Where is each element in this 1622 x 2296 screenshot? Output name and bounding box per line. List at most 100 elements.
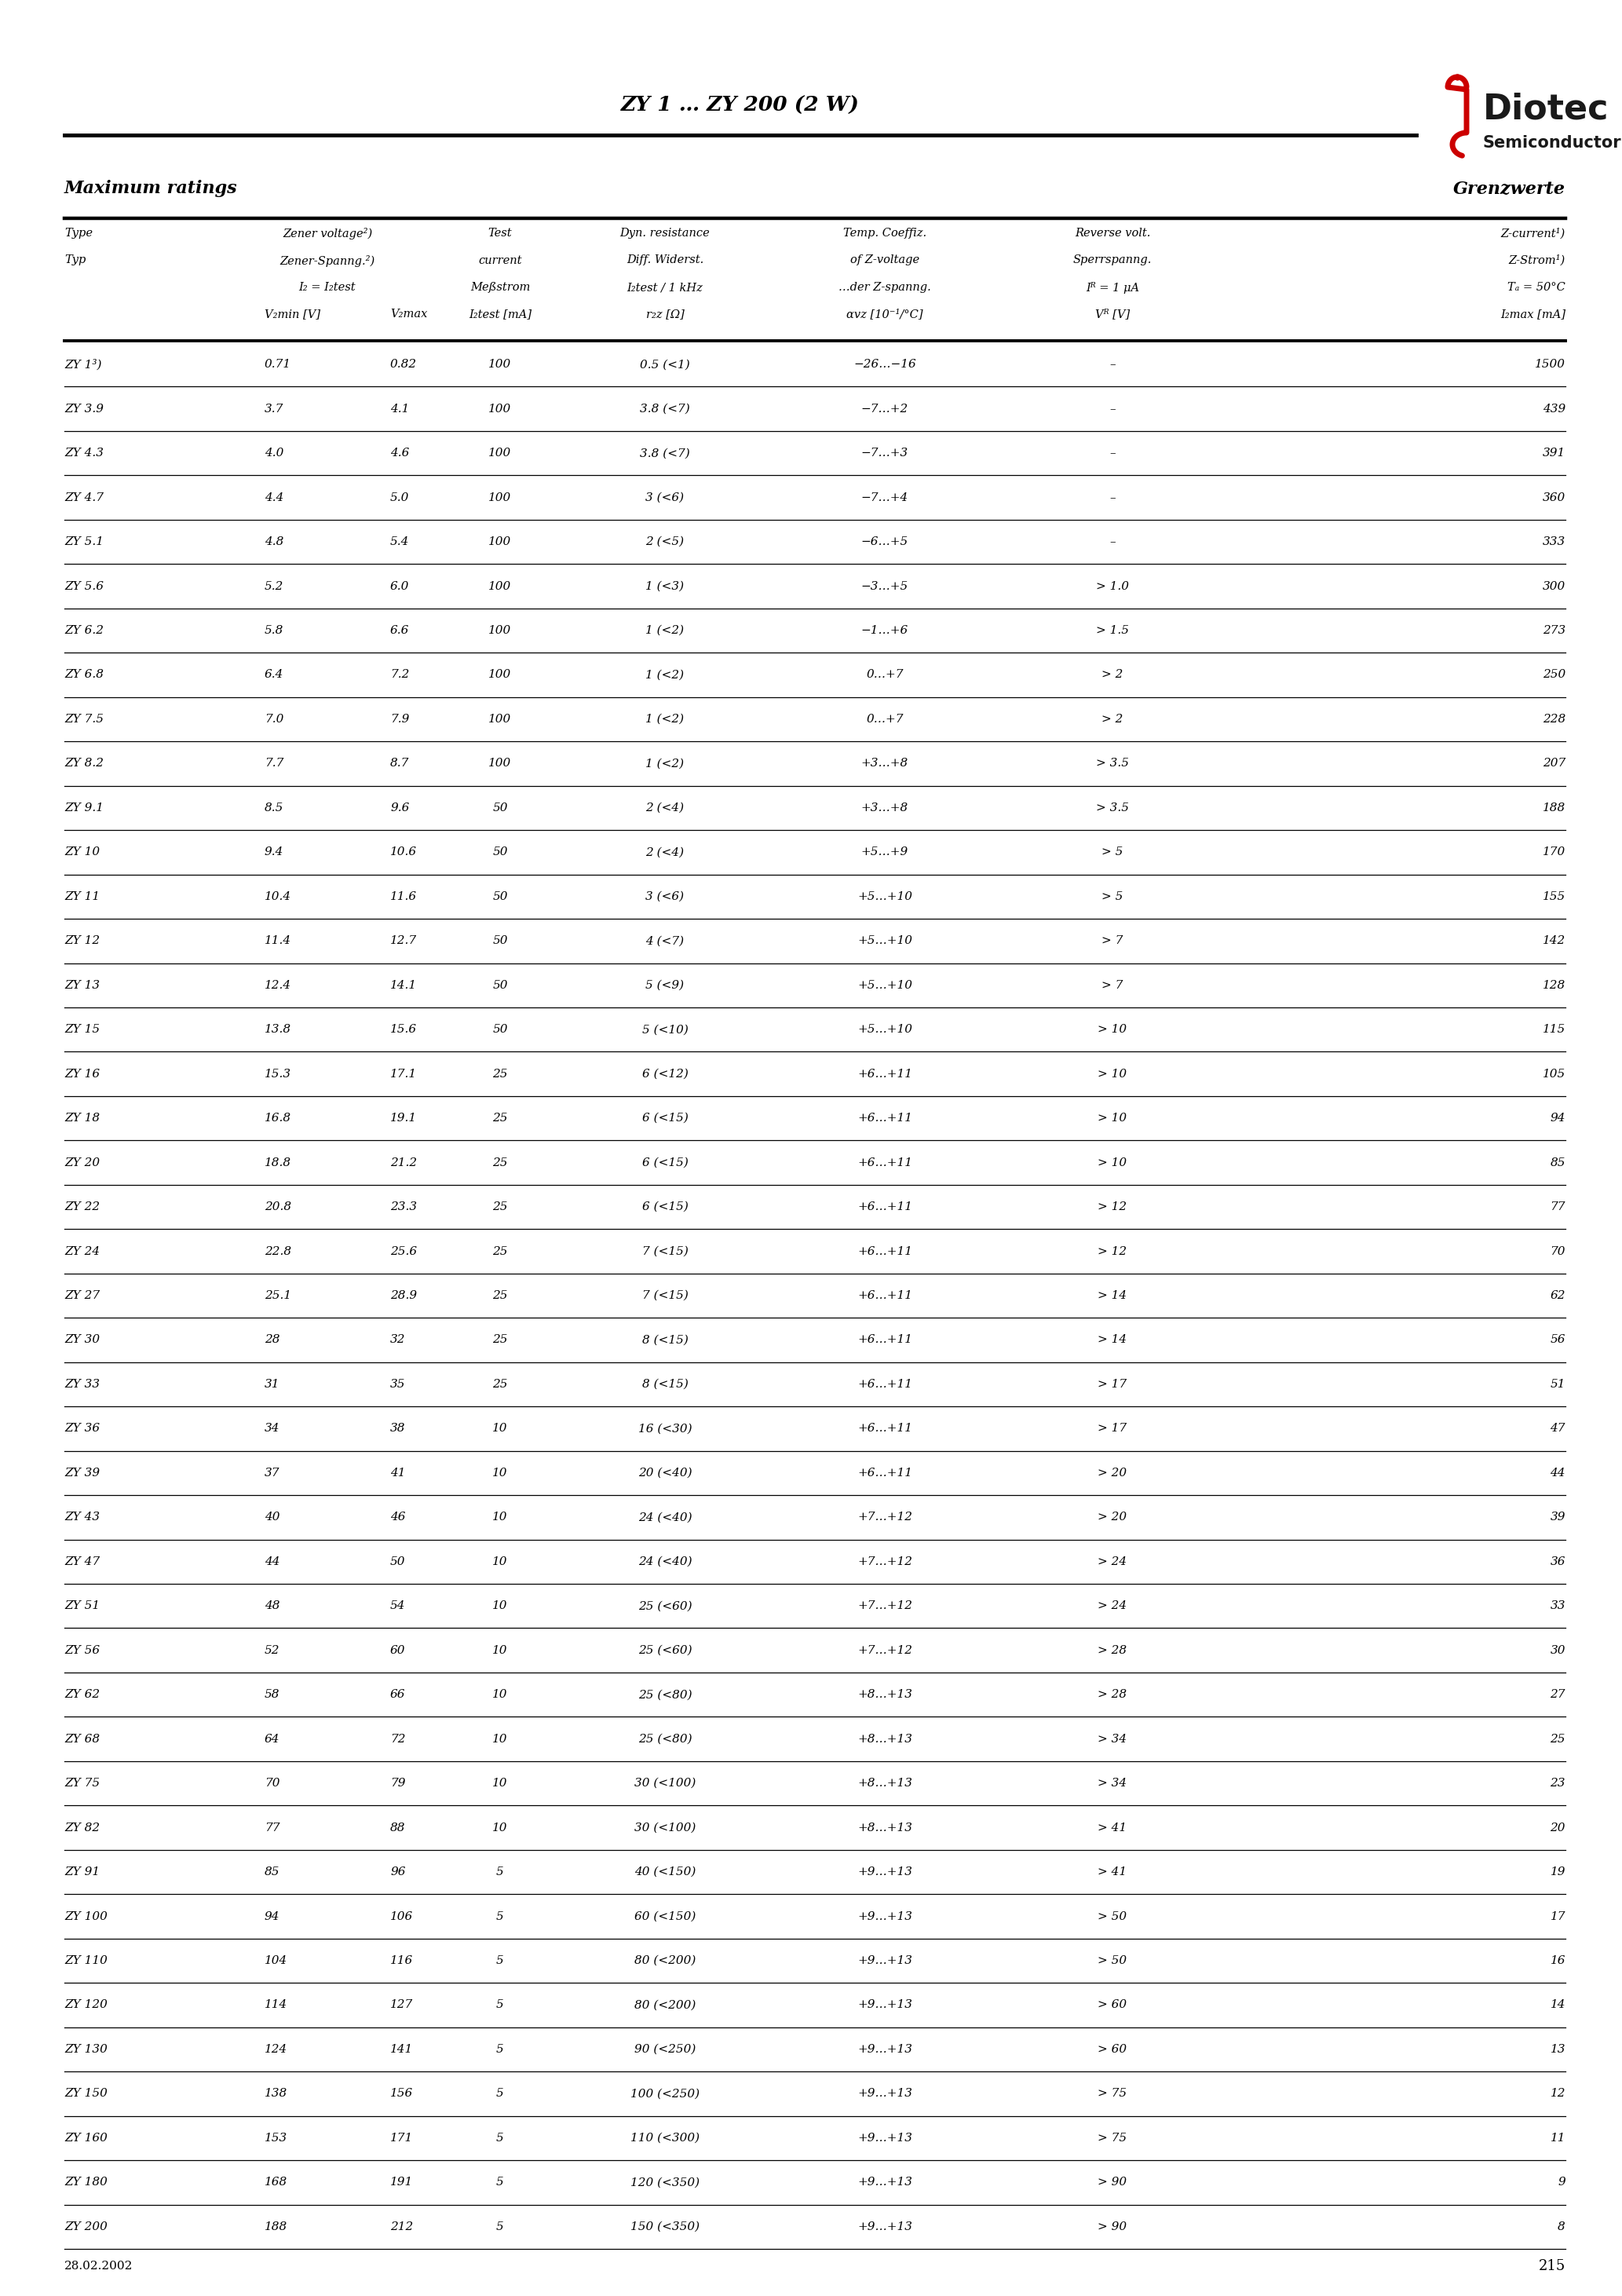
Text: 20.8: 20.8 xyxy=(264,1201,292,1212)
Text: ZY 22: ZY 22 xyxy=(65,1201,101,1212)
Text: 17: 17 xyxy=(1551,1910,1565,1922)
Text: 0.82: 0.82 xyxy=(391,358,417,370)
Text: 46: 46 xyxy=(391,1511,406,1522)
Text: 54: 54 xyxy=(391,1600,406,1612)
Text: 5: 5 xyxy=(496,2087,504,2099)
Text: 80 (<200): 80 (<200) xyxy=(634,1956,696,1965)
Text: 153: 153 xyxy=(264,2133,287,2144)
Text: 2 (<4): 2 (<4) xyxy=(646,801,684,813)
Text: 10: 10 xyxy=(493,1600,508,1612)
Text: 25: 25 xyxy=(493,1290,508,1302)
Text: > 20: > 20 xyxy=(1098,1511,1127,1522)
Text: 33: 33 xyxy=(1551,1600,1565,1612)
Text: Grenzwerte: Grenzwerte xyxy=(1453,179,1565,197)
Text: 300: 300 xyxy=(1543,581,1565,592)
Text: 1 (<3): 1 (<3) xyxy=(646,581,684,592)
Text: ZY 200: ZY 200 xyxy=(65,2220,107,2232)
Text: 115: 115 xyxy=(1543,1024,1565,1035)
Text: 30 (<100): 30 (<100) xyxy=(634,1823,696,1832)
Text: > 10: > 10 xyxy=(1098,1114,1127,1123)
Text: 40 (<150): 40 (<150) xyxy=(634,1867,696,1878)
Text: 170: 170 xyxy=(1543,847,1565,859)
Text: 116: 116 xyxy=(391,1956,414,1965)
Text: 60 (<150): 60 (<150) xyxy=(634,1910,696,1922)
Text: ZY 9.1: ZY 9.1 xyxy=(65,801,104,813)
Text: 8: 8 xyxy=(1557,2220,1565,2232)
Text: 21.2: 21.2 xyxy=(391,1157,417,1169)
Text: ZY 5.1: ZY 5.1 xyxy=(65,537,104,546)
Text: ZY 8.2: ZY 8.2 xyxy=(65,758,104,769)
Text: 44: 44 xyxy=(1551,1467,1565,1479)
Text: 25: 25 xyxy=(493,1157,508,1169)
Text: 38: 38 xyxy=(391,1424,406,1435)
Text: 31: 31 xyxy=(264,1380,281,1389)
Text: 16: 16 xyxy=(1551,1956,1565,1965)
Text: 110 (<300): 110 (<300) xyxy=(631,2133,699,2144)
Text: 3 (<6): 3 (<6) xyxy=(646,491,684,503)
Text: Z-current¹): Z-current¹) xyxy=(1500,227,1565,239)
Text: +5…+10: +5…+10 xyxy=(858,891,912,902)
Text: 96: 96 xyxy=(391,1867,406,1878)
Text: 52: 52 xyxy=(264,1644,281,1655)
Text: 6 (<15): 6 (<15) xyxy=(642,1201,688,1212)
Text: ZY 4.3: ZY 4.3 xyxy=(65,448,104,459)
Text: +6…+11: +6…+11 xyxy=(858,1380,912,1389)
Text: ZY 3.9: ZY 3.9 xyxy=(65,404,104,413)
Text: 273: 273 xyxy=(1543,625,1565,636)
Text: > 50: > 50 xyxy=(1098,1910,1127,1922)
Text: +9…+13: +9…+13 xyxy=(858,2220,912,2232)
Text: 5: 5 xyxy=(496,2043,504,2055)
Text: 8.5: 8.5 xyxy=(264,801,284,813)
Text: 25 (<60): 25 (<60) xyxy=(637,1600,693,1612)
Text: –: – xyxy=(1109,448,1116,459)
Text: 156: 156 xyxy=(391,2087,414,2099)
Text: 5 (<10): 5 (<10) xyxy=(642,1024,688,1035)
Text: −6…+5: −6…+5 xyxy=(861,537,908,546)
Text: ZY 6.8: ZY 6.8 xyxy=(65,670,104,680)
Text: 10: 10 xyxy=(493,1424,508,1435)
Text: 10.4: 10.4 xyxy=(264,891,292,902)
Text: 4.8: 4.8 xyxy=(264,537,284,546)
Text: ZY 36: ZY 36 xyxy=(65,1424,101,1435)
Text: ZY 6.2: ZY 6.2 xyxy=(65,625,104,636)
Text: 94: 94 xyxy=(1551,1114,1565,1123)
Text: of Z-voltage: of Z-voltage xyxy=(850,255,920,266)
Text: 207: 207 xyxy=(1543,758,1565,769)
Text: 150 (<350): 150 (<350) xyxy=(631,2220,699,2232)
Text: Maximum ratings: Maximum ratings xyxy=(65,179,237,197)
Text: +9…+13: +9…+13 xyxy=(858,2000,912,2011)
Text: 12.4: 12.4 xyxy=(264,980,292,992)
Text: 20 (<40): 20 (<40) xyxy=(637,1467,693,1479)
Text: +5…+10: +5…+10 xyxy=(858,1024,912,1035)
Text: 50: 50 xyxy=(493,934,508,946)
Text: 60: 60 xyxy=(391,1644,406,1655)
Text: +6…+11: +6…+11 xyxy=(858,1114,912,1123)
Text: ZY 1³): ZY 1³) xyxy=(65,358,102,370)
Text: 34: 34 xyxy=(264,1424,281,1435)
Text: +6…+11: +6…+11 xyxy=(858,1157,912,1169)
Text: 5 (<9): 5 (<9) xyxy=(646,980,684,992)
Text: > 41: > 41 xyxy=(1098,1867,1127,1878)
Text: 50: 50 xyxy=(493,891,508,902)
Text: 62: 62 xyxy=(1551,1290,1565,1302)
Text: 16.8: 16.8 xyxy=(264,1114,292,1123)
Text: +8…+13: +8…+13 xyxy=(858,1823,912,1832)
Text: 11.6: 11.6 xyxy=(391,891,417,902)
Text: +3…+8: +3…+8 xyxy=(861,801,908,813)
Text: 10: 10 xyxy=(493,1777,508,1789)
Text: 5: 5 xyxy=(496,1956,504,1965)
Text: −1…+6: −1…+6 xyxy=(861,625,908,636)
Text: 14.1: 14.1 xyxy=(391,980,417,992)
Text: +7…+12: +7…+12 xyxy=(858,1511,912,1522)
Text: 4.0: 4.0 xyxy=(264,448,284,459)
Text: +6…+11: +6…+11 xyxy=(858,1467,912,1479)
Text: 5: 5 xyxy=(496,2177,504,2188)
Text: 23.3: 23.3 xyxy=(391,1201,417,1212)
Text: 50: 50 xyxy=(493,847,508,859)
Text: 77: 77 xyxy=(264,1823,281,1832)
Text: 3.8 (<7): 3.8 (<7) xyxy=(641,448,689,459)
Text: 25: 25 xyxy=(493,1068,508,1079)
Text: ZY 91: ZY 91 xyxy=(65,1867,101,1878)
Text: 20: 20 xyxy=(1551,1823,1565,1832)
Text: 138: 138 xyxy=(264,2087,287,2099)
